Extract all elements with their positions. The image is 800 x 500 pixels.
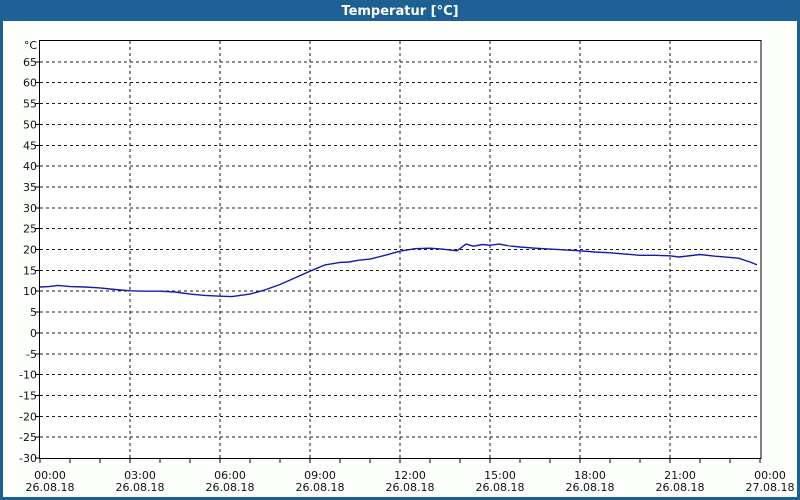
window-title: Temperatur [°C] bbox=[341, 4, 458, 19]
x-time-label: 00:00 bbox=[34, 469, 66, 482]
y-tick-label: 65 bbox=[23, 56, 37, 69]
y-tick-label: 50 bbox=[23, 118, 37, 131]
x-time-label: 18:00 bbox=[574, 469, 606, 482]
y-axis-unit-label: °C bbox=[24, 39, 38, 52]
title-bar bbox=[0, 0, 800, 21]
x-time-label: 12:00 bbox=[394, 469, 426, 482]
x-date-label: 26.08.18 bbox=[206, 481, 255, 494]
y-tick-label: 45 bbox=[23, 139, 37, 152]
y-tick-label: 25 bbox=[23, 223, 37, 236]
y-tick-label: 55 bbox=[23, 98, 37, 111]
y-tick-label: 60 bbox=[23, 77, 37, 90]
y-tick-label: -10 bbox=[19, 369, 37, 382]
y-tick-label: 40 bbox=[23, 160, 37, 173]
x-time-label: 06:00 bbox=[214, 469, 246, 482]
y-tick-label: 15 bbox=[23, 264, 37, 277]
y-tick-label: 10 bbox=[23, 285, 37, 298]
x-time-label: 00:00 bbox=[754, 469, 786, 482]
x-date-label: 26.08.18 bbox=[476, 481, 525, 494]
x-time-label: 15:00 bbox=[484, 469, 516, 482]
x-time-label: 03:00 bbox=[124, 469, 156, 482]
y-tick-label: -30 bbox=[19, 452, 37, 465]
x-date-label: 27.08.18 bbox=[746, 481, 795, 494]
y-tick-label: -5 bbox=[26, 348, 37, 361]
y-tick-label: -25 bbox=[19, 431, 37, 444]
plot-area: 65605550454035302520151050-5-10-15-20-25… bbox=[19, 39, 794, 494]
y-tick-label: 35 bbox=[23, 181, 37, 194]
y-tick-label: 30 bbox=[23, 202, 37, 215]
x-date-label: 26.08.18 bbox=[566, 481, 615, 494]
x-time-label: 09:00 bbox=[304, 469, 336, 482]
x-time-label: 21:00 bbox=[664, 469, 696, 482]
y-tick-label: 5 bbox=[30, 306, 37, 319]
x-date-label: 26.08.18 bbox=[386, 481, 435, 494]
y-tick-label: -15 bbox=[19, 389, 37, 402]
x-date-label: 26.08.18 bbox=[116, 481, 165, 494]
x-date-label: 26.08.18 bbox=[26, 481, 75, 494]
y-tick-label: 20 bbox=[23, 244, 37, 257]
x-date-label: 26.08.18 bbox=[656, 481, 705, 494]
y-tick-label: -20 bbox=[19, 410, 37, 423]
temperature-line bbox=[39, 243, 758, 298]
y-tick-label: 0 bbox=[30, 327, 37, 340]
x-date-label: 26.08.18 bbox=[296, 481, 345, 494]
